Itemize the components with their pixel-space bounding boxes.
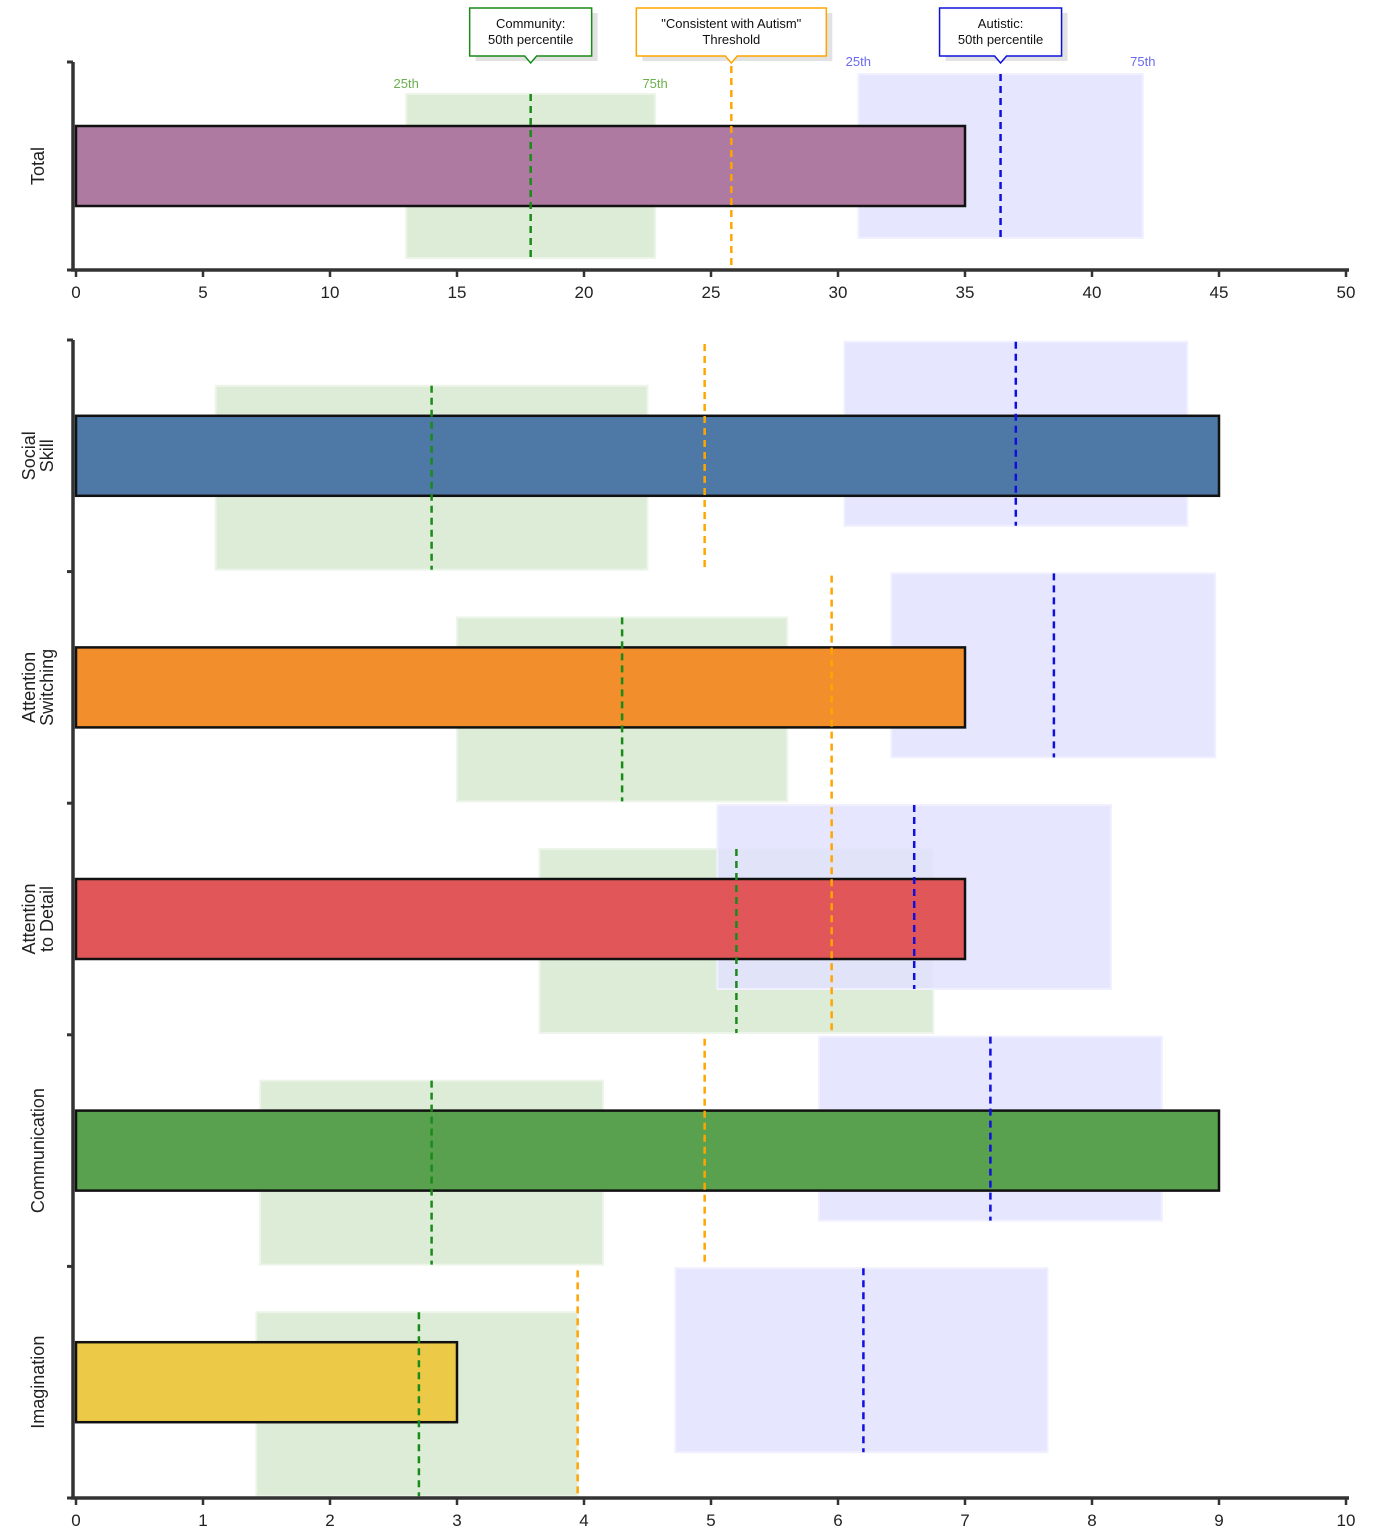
callout-text: Autistic:: [978, 16, 1024, 31]
callout-box: [468, 7, 593, 65]
callout-box: [635, 7, 828, 65]
category-label: SocialSkill: [19, 431, 57, 480]
category-label: Attentionto Detail: [19, 883, 57, 954]
score-bar: [74, 877, 967, 961]
threshold-callout: "Consistent with Autism"Threshold: [635, 7, 833, 65]
category-label: AttentionSwitching: [19, 649, 57, 726]
x-tick-label: 35: [956, 283, 975, 302]
x-tick-label: 9: [1214, 1511, 1223, 1530]
x-tick-label: 5: [198, 283, 207, 302]
x-tick-label: 1: [198, 1511, 207, 1530]
community-callout: Community:50th percentile: [468, 7, 598, 65]
autistic-75th-label: 75th: [1130, 54, 1155, 69]
x-tick-label: 0: [71, 283, 80, 302]
community-25th-label: 25th: [394, 76, 419, 91]
callout-text: Threshold: [702, 32, 760, 47]
category-label: Imagination: [28, 1336, 48, 1429]
autistic-25th-label: 25th: [846, 54, 871, 69]
category-label: Communication: [28, 1088, 48, 1213]
x-tick-label: 6: [833, 1511, 842, 1530]
autistic-callout: Autistic:50th percentile: [938, 7, 1068, 65]
score-bar: [74, 414, 1221, 498]
x-tick-label: 15: [448, 283, 467, 302]
score-bar: [74, 124, 967, 208]
x-tick-label: 7: [960, 1511, 969, 1530]
callout-text: Community:: [496, 16, 565, 31]
callout-text: 50th percentile: [488, 32, 573, 47]
subscale-panel: SocialSkill AttentionSwitching Attentionto…: [19, 338, 1356, 1530]
x-tick-label: 25: [702, 283, 721, 302]
score-bar: [74, 1340, 459, 1424]
x-tick-label: 30: [829, 283, 848, 302]
x-tick-label: 45: [1210, 283, 1229, 302]
x-tick-label: 50: [1337, 283, 1356, 302]
x-tick-label: 8: [1087, 1511, 1096, 1530]
x-tick-label: 4: [579, 1511, 588, 1530]
x-tick-label: 3: [452, 1511, 461, 1530]
x-tick-label: 10: [321, 283, 340, 302]
total-panel: Total 25th 75th 25th 75th 0 5 10 15 20 25 30 35 40 45 5…: [28, 7, 1356, 302]
callout-text: "Consistent with Autism": [661, 16, 801, 31]
score-bar: [74, 646, 967, 729]
x-tick-label: 20: [575, 283, 594, 302]
category-label: Total: [28, 147, 48, 185]
x-tick-label: 2: [325, 1511, 334, 1530]
x-tick-label: 0: [71, 1511, 80, 1530]
autistic-iqr-band: [674, 1267, 1049, 1454]
callout-text: 50th percentile: [958, 32, 1043, 47]
x-tick-label: 5: [706, 1511, 715, 1530]
score-bar: [74, 1109, 1221, 1192]
community-75th-label: 75th: [642, 76, 667, 91]
x-tick-label: 10: [1337, 1511, 1356, 1530]
x-tick-label: 40: [1083, 283, 1102, 302]
callout-box: [938, 7, 1063, 65]
